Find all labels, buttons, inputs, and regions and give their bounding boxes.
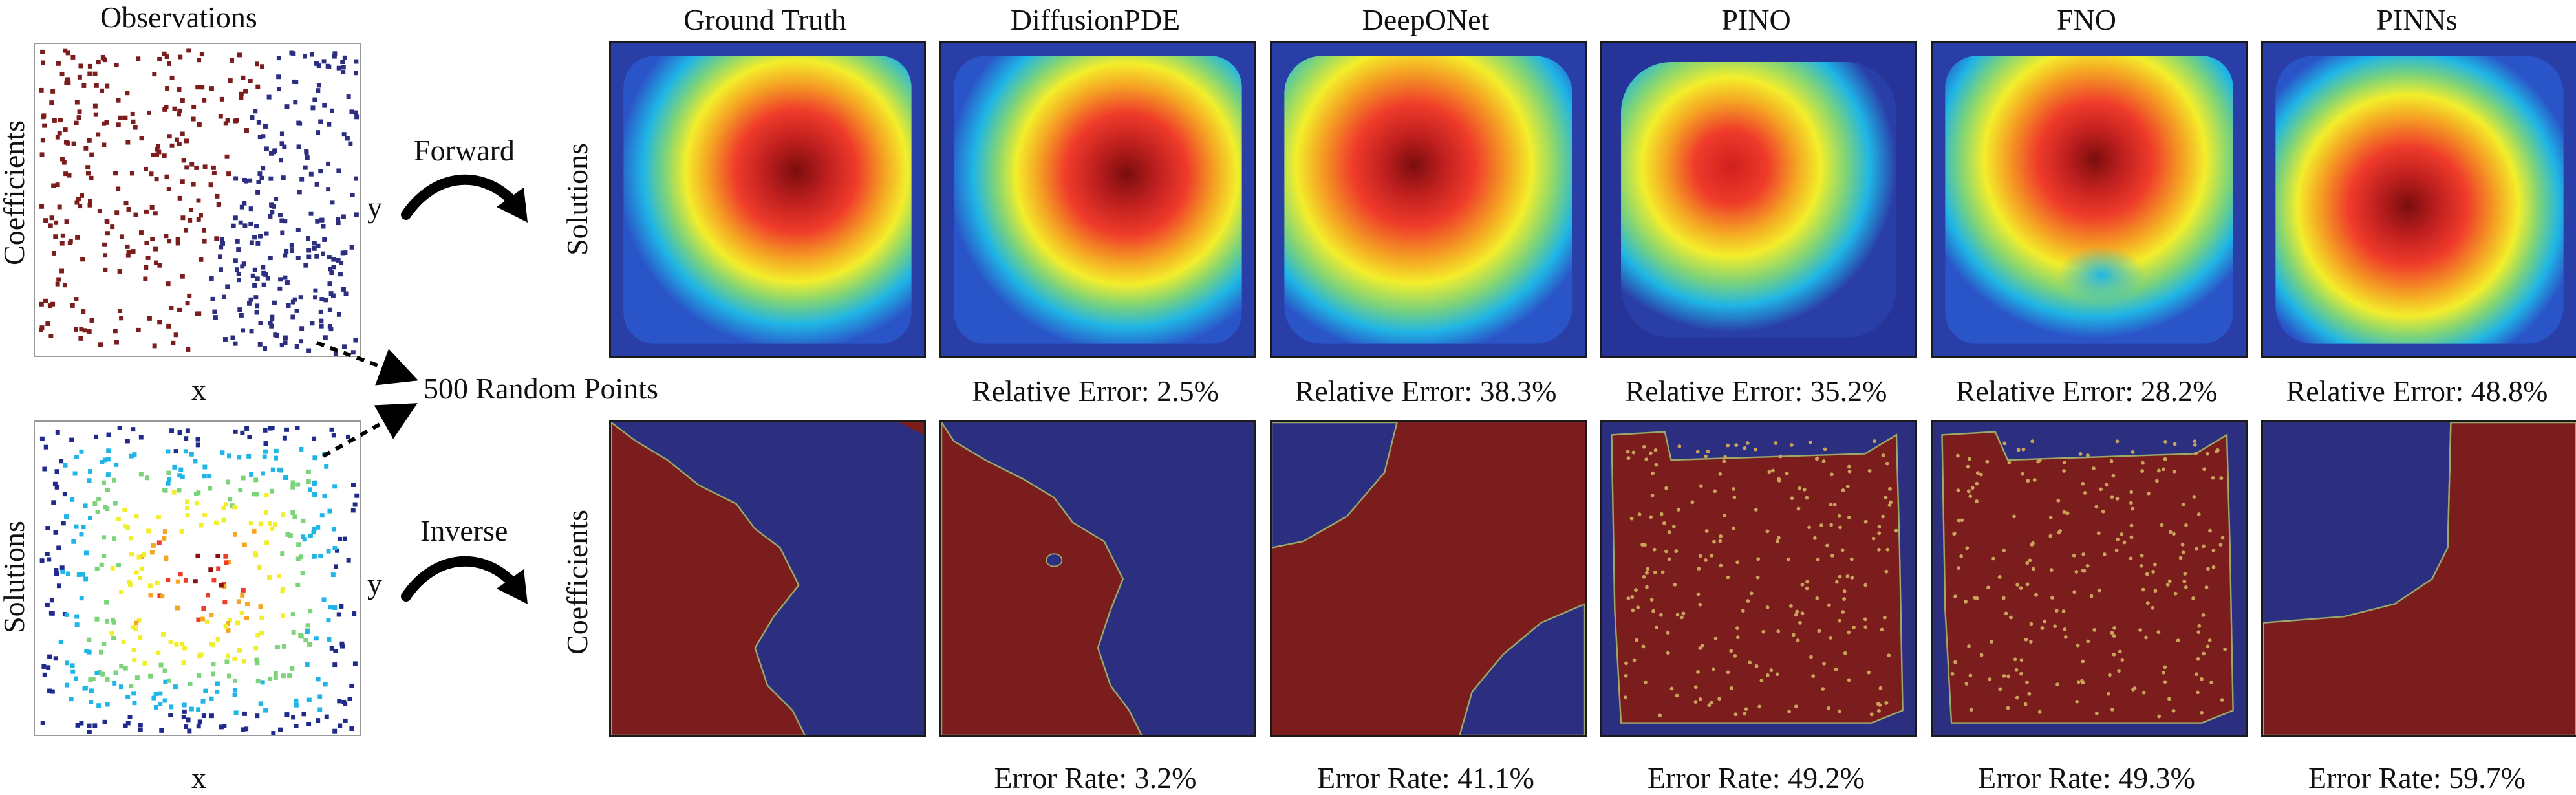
solution-observation-scatter [34,420,361,736]
col-title-ground-truth: Ground Truth [683,3,846,36]
inverse-arrow-icon [401,556,528,604]
error-rate-fno: Error Rate: 49.3% [1978,761,2195,794]
col-title-diffusionpde: DiffusionPDE [1010,3,1181,36]
col-title-pinns: PINNs [2376,3,2458,36]
random-points-label: 500 Random Points [424,372,658,405]
error-rate-pinns: Error Rate: 59.7% [2308,761,2526,794]
solution-heatmap-pinns [2261,41,2576,358]
error-rate-diffusionpde: Error Rate: 3.2% [994,761,1197,794]
y-axis-label-bottom: y [367,567,382,600]
solution-heatmap-fno [1931,41,2248,358]
coefficient-map-deeponet [1270,420,1587,737]
solutions-row-label: Solutions [561,143,594,256]
coefficient-map-pino [1600,420,1917,737]
solution-heatmap-deeponet [1270,41,1587,358]
coefficient-map-diffusionpde [939,420,1256,737]
coefficients-side-label: Coefficients [0,120,30,265]
coefficients-row-label: Coefficients [561,510,594,655]
relative-error-fno: Relative Error: 28.2% [1955,375,2218,408]
error-rate-deeponet: Error Rate: 41.1% [1317,761,1534,794]
coefficient-points-plot [39,48,360,356]
solution-heatmap-ground-truth [609,41,926,358]
coefficient-observation-scatter [34,43,361,357]
random-points-connector-icon [316,341,418,458]
relative-error-pinns: Relative Error: 48.8% [2286,375,2548,408]
x-axis-label-top: x [191,373,206,406]
solution-heatmap-diffusionpde [939,41,1256,358]
solutions-side-label: Solutions [0,521,30,633]
solution-points-plot [39,425,360,735]
forward-arrow-icon [401,174,528,223]
forward-label: Forward [414,134,515,167]
coefficient-map-fno [1931,420,2248,737]
col-title-fno: FNO [2056,3,2117,36]
observations-title: Observations [100,1,257,34]
col-title-deeponet: DeepONet [1362,3,1490,36]
relative-error-diffusionpde: Relative Error: 2.5% [972,375,1219,408]
col-title-pino: PINO [1721,3,1791,36]
coefficient-map-ground-truth [609,420,926,737]
coefficient-map-pinns [2261,420,2576,737]
relative-error-deeponet: Relative Error: 38.3% [1294,375,1557,408]
inverse-label: Inverse [420,514,508,547]
error-rate-pino: Error Rate: 49.2% [1648,761,1865,794]
relative-error-pino: Relative Error: 35.2% [1625,375,1887,408]
x-axis-label-bottom: x [191,761,206,794]
solution-heatmap-pino [1600,41,1917,358]
y-axis-label-top: y [367,191,382,224]
